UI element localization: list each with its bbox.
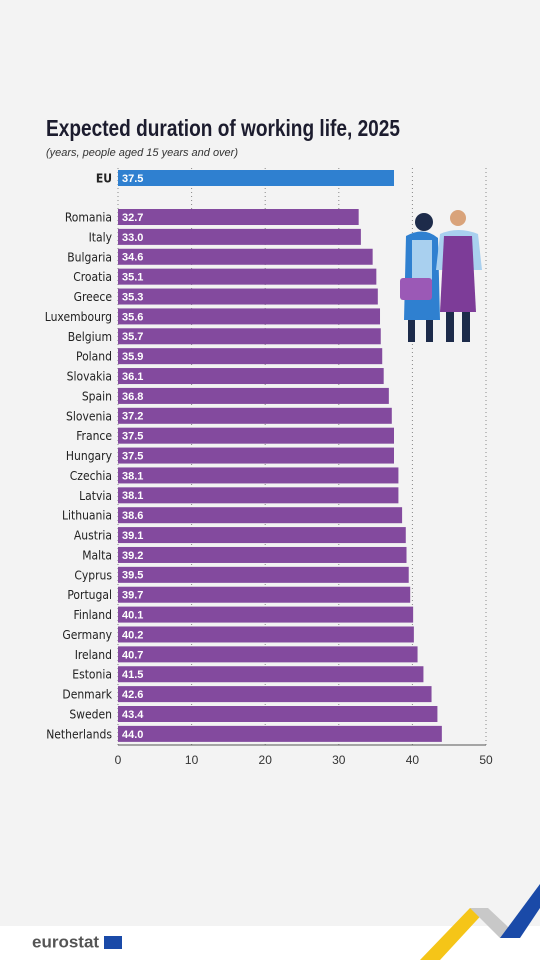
value-label: 36.8 (122, 391, 143, 403)
y-tick-label: Cyprus (74, 568, 112, 582)
value-label: 38.1 (122, 490, 143, 502)
decor (420, 908, 488, 960)
value-label: 40.2 (122, 629, 143, 641)
y-tick-label: Romania (65, 211, 112, 225)
bar (118, 387, 389, 404)
y-tick-label: Czechia (70, 469, 112, 483)
bar (118, 288, 378, 305)
value-label: 37.5 (122, 431, 143, 443)
x-tick-label: 10 (185, 753, 199, 767)
bar (118, 368, 384, 385)
value-label: 35.6 (122, 311, 143, 323)
bar (118, 566, 409, 583)
decor (500, 884, 540, 938)
bar (118, 626, 414, 643)
value-label: 39.5 (122, 570, 143, 582)
bar (118, 308, 381, 325)
value-label: 39.2 (122, 550, 143, 562)
value-label: 37.5 (122, 173, 143, 185)
y-tick-label: Latvia (79, 489, 112, 503)
bar (118, 348, 383, 365)
bar (118, 646, 418, 663)
chart-subtitle: (years, people aged 15 years and over) (46, 147, 238, 159)
value-label: 40.7 (122, 649, 143, 661)
value-label: 44.0 (122, 729, 143, 741)
bar (118, 268, 377, 285)
bar (118, 706, 438, 722)
value-label: 37.5 (122, 450, 143, 462)
chart-title: Expected duration of working life, 2025 (46, 115, 400, 141)
y-tick-label: Malta (82, 548, 112, 562)
x-tick-label: 30 (332, 753, 346, 767)
bar (118, 666, 424, 683)
plot: 0 10 20 30 40 50 EU 37.5 Romania 32.7 Italy 33.0 Bul… (45, 168, 493, 767)
y-tick-label: Spain (82, 389, 112, 403)
bar (118, 467, 399, 484)
bar (118, 546, 407, 563)
x-tick-label: 0 (115, 753, 122, 767)
y-tick-label: Luxembourg (45, 310, 112, 324)
value-label: 33.0 (122, 232, 143, 244)
y-tick-label: Netherlands (46, 727, 112, 741)
illustration (400, 210, 482, 342)
value-label: 35.1 (122, 272, 143, 284)
bar (118, 170, 394, 186)
bar (118, 725, 442, 742)
y-tick-label: Italy (89, 230, 113, 244)
y-tick-label: EU (96, 172, 112, 186)
value-label: 41.5 (122, 669, 143, 681)
y-tick-label: Denmark (62, 688, 112, 702)
value-label: 43.4 (122, 709, 144, 721)
value-label: 36.1 (122, 371, 143, 383)
value-label: 37.2 (122, 411, 143, 423)
y-tick-label: Austria (74, 529, 112, 543)
y-tick-label: Bulgaria (67, 250, 112, 264)
footer-logo: eurostat (32, 932, 99, 951)
y-tick-label: Finland (74, 608, 113, 622)
value-label: 38.6 (122, 510, 143, 522)
eu-flag (104, 936, 122, 949)
bar (118, 586, 411, 603)
x-tick-label: 40 (406, 753, 420, 767)
value-label: 39.7 (122, 590, 143, 602)
value-label: 32.7 (122, 212, 143, 224)
x-tick-label: 20 (259, 753, 273, 767)
bar (118, 328, 381, 345)
y-tick-label: Portugal (67, 588, 112, 602)
bar (118, 686, 432, 703)
bar (118, 209, 359, 225)
y-tick-label: France (76, 429, 112, 443)
value-label: 35.3 (122, 291, 143, 303)
bar (118, 606, 414, 623)
value-label: 34.6 (122, 252, 143, 264)
bar (118, 487, 399, 504)
y-tick-label: Ireland (75, 648, 112, 662)
y-tick-label: Sweden (69, 708, 112, 722)
bar (118, 527, 406, 544)
x-tick-label: 50 (479, 753, 493, 767)
value-label: 40.1 (122, 610, 143, 622)
y-tick-label: Belgium (68, 330, 112, 344)
y-tick-label: Greece (74, 290, 113, 304)
value-label: 35.9 (122, 351, 143, 363)
bar (118, 447, 394, 464)
y-tick-label: Germany (62, 628, 112, 642)
y-tick-label: Estonia (72, 668, 112, 682)
bar (118, 507, 403, 524)
bar (118, 228, 361, 245)
y-tick-label: Poland (76, 350, 112, 364)
y-tick-label: Slovenia (66, 409, 112, 423)
value-label: 42.6 (122, 689, 143, 701)
value-label: 35.7 (122, 331, 143, 343)
value-label: 38.1 (122, 470, 143, 482)
y-tick-label: Slovakia (67, 370, 112, 384)
y-tick-label: Lithuania (62, 509, 112, 523)
bar (118, 407, 392, 424)
y-tick-label: Hungary (66, 449, 113, 463)
y-tick-label: Croatia (73, 270, 112, 284)
value-label: 39.1 (122, 530, 143, 542)
bar (118, 248, 373, 265)
bar (118, 427, 394, 444)
